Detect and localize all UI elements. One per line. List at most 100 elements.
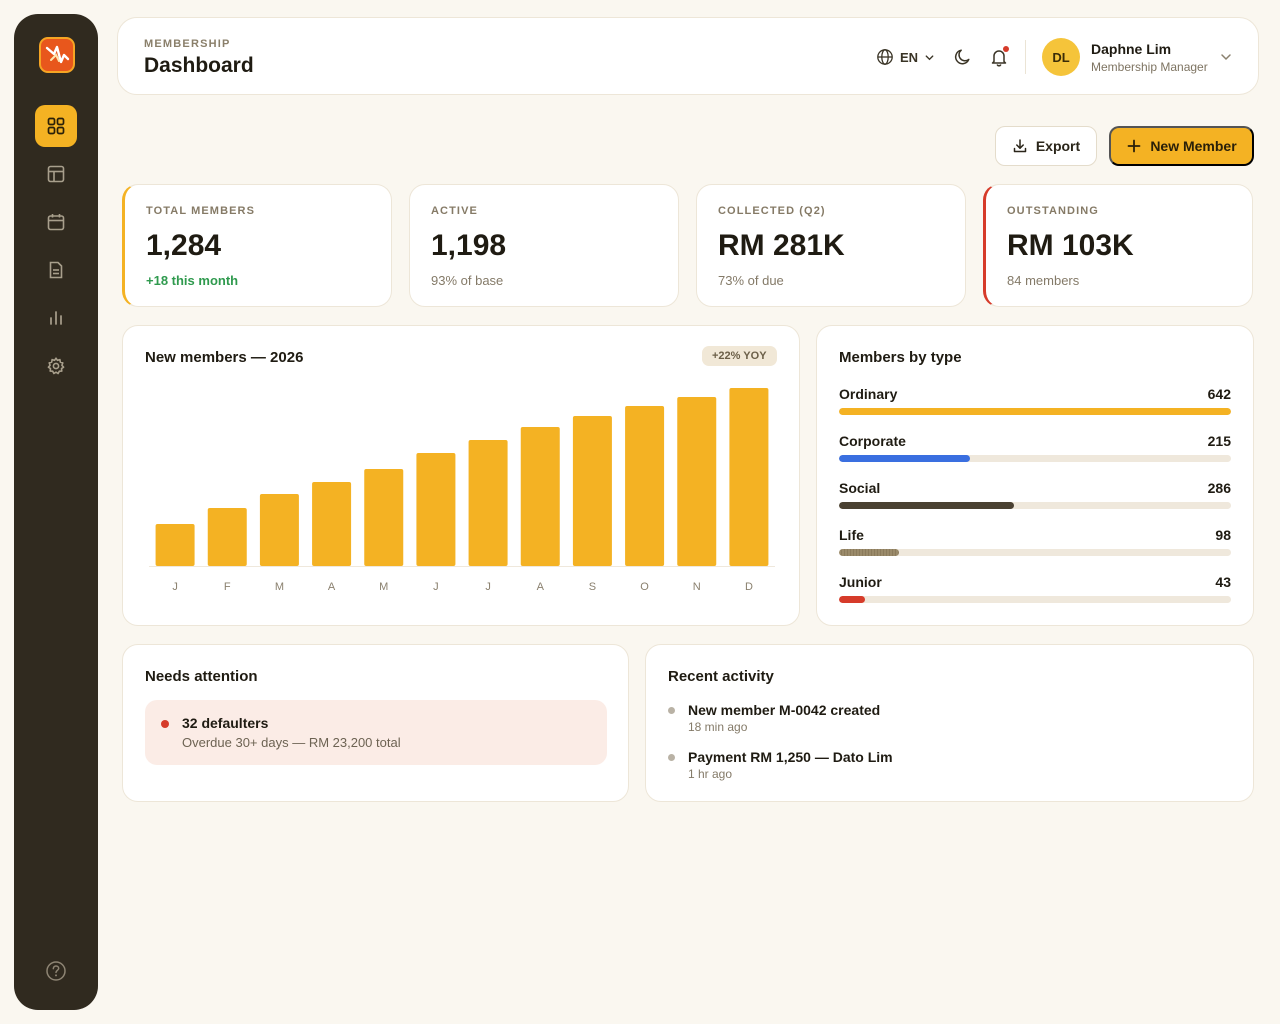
chart-x-tick-label: J [433, 581, 439, 593]
activity-title: New member M-0042 created [688, 702, 881, 718]
needs-attention-panel: Needs attention 32 defaulters Overdue 30… [122, 644, 629, 802]
sidebar-item-settings[interactable] [35, 345, 77, 387]
chart-x-tick-label: J [485, 581, 491, 593]
bar-chart-icon [50, 311, 62, 325]
recent-activity-panel: Recent activity New member M-0042 create… [645, 644, 1254, 802]
type-row: Corporate 215 [839, 433, 1231, 473]
sidebar-item-events[interactable] [35, 201, 77, 243]
moon-icon[interactable] [953, 47, 973, 67]
chart-bar[interactable] [729, 388, 769, 566]
top-header: MEMBERSHIP Dashboard EN DL Daphne Lim Me… [117, 17, 1259, 95]
user-name[interactable]: Daphne Lim [1091, 41, 1172, 57]
new-members-panel: New members — 2026 +22% YOY J F M A M J J A S O N D [122, 325, 800, 626]
chevron-down-icon [925, 54, 934, 60]
bell-icon[interactable] [989, 47, 1009, 67]
chart-x-tick-label: J [172, 581, 178, 593]
table-icon [47, 165, 65, 183]
sidebar [14, 14, 98, 1010]
defaulters-alert[interactable]: 32 defaulters Overdue 30+ days — RM 23,2… [145, 700, 607, 765]
document-icon [49, 261, 63, 279]
notification-dot [1003, 46, 1009, 52]
chart-bar[interactable] [364, 469, 404, 566]
sidebar-item-reports[interactable] [35, 297, 77, 339]
type-bar-track [839, 408, 1231, 415]
chart-x-tick-label: F [224, 581, 231, 593]
language-code: EN [900, 49, 919, 65]
type-count: 642 [1207, 386, 1231, 402]
logo-icon [45, 45, 70, 64]
activity-item[interactable]: New member M-0042 created 18 min ago [668, 702, 1228, 742]
activity-time: 18 min ago [688, 720, 748, 734]
type-count: 215 [1207, 433, 1231, 449]
user-menu-chevron-icon[interactable] [1218, 49, 1234, 65]
chart-bar[interactable] [416, 453, 456, 566]
type-row: Social 286 [839, 480, 1231, 520]
app-logo[interactable] [39, 37, 75, 73]
gear-icon [47, 357, 65, 375]
header-divider [1025, 40, 1026, 74]
sidebar-item-members[interactable] [35, 153, 77, 195]
help-circle-icon[interactable] [45, 960, 67, 982]
members-by-type-title: Members by type [839, 349, 962, 366]
download-icon [1013, 139, 1027, 153]
chart-bar[interactable] [520, 427, 560, 566]
activity-title: Payment RM 1,250 — Dato Lim [688, 749, 893, 765]
type-bar-fill [839, 455, 971, 462]
chart-bar[interactable] [677, 397, 717, 566]
chart-x-tick-label: M [275, 581, 284, 593]
avatar[interactable]: DL [1042, 38, 1080, 76]
chart-bar[interactable] [259, 494, 299, 566]
kpi-label: COLLECTED (Q2) [718, 205, 826, 217]
type-count: 286 [1207, 480, 1231, 496]
activity-item[interactable]: Payment RM 1,250 — Dato Lim 1 hr ago [668, 749, 1228, 789]
type-count: 98 [1215, 527, 1231, 543]
kpi-collected: COLLECTED (Q2) RM 281K 73% of due [696, 184, 966, 307]
calendar-icon [47, 214, 65, 231]
type-name: Social [839, 480, 881, 496]
kpi-sub: 84 members [1007, 273, 1080, 288]
plus-icon [1127, 139, 1141, 153]
language-selector[interactable]: EN [876, 48, 935, 66]
type-bar-fill [839, 596, 866, 603]
chart-x-tick-label: O [640, 581, 649, 593]
needs-attention-title: Needs attention [145, 668, 258, 685]
type-name: Junior [839, 574, 882, 590]
kpi-sub: +18 this month [146, 273, 239, 288]
alert-title: 32 defaulters [182, 715, 269, 731]
sidebar-item-dashboard[interactable] [35, 105, 77, 147]
kpi-value: 1,198 [431, 229, 507, 262]
dashboard-grid-icon [47, 117, 65, 135]
chart-x-tick-label: M [379, 581, 388, 593]
new-member-label: New Member [1150, 138, 1237, 154]
type-bar-fill [839, 408, 1231, 415]
type-row: Ordinary 642 [839, 386, 1231, 426]
chart-bar[interactable] [468, 440, 508, 566]
type-bar-track [839, 455, 1231, 462]
header-eyebrow: MEMBERSHIP [144, 38, 231, 50]
members-by-type-panel: Members by type Ordinary 642 Corporate 215 S… [816, 325, 1254, 626]
sidebar-item-documents[interactable] [35, 249, 77, 291]
type-row: Junior 43 [839, 574, 1231, 614]
chart-bar[interactable] [572, 416, 612, 566]
new-member-button[interactable]: New Member [1109, 126, 1254, 166]
export-label: Export [1035, 138, 1081, 154]
chart-x-tick-label: A [537, 581, 545, 593]
activity-dot [668, 754, 675, 761]
yoy-badge: +22% YOY [702, 346, 777, 366]
kpi-sub: 93% of base [431, 273, 504, 288]
chart-bar[interactable] [625, 406, 665, 566]
activity-dot [668, 707, 675, 714]
chart-bar[interactable] [207, 508, 247, 566]
chart-x-tick-label: S [589, 581, 596, 593]
user-role: Membership Manager [1091, 60, 1208, 74]
alert-dot [161, 720, 169, 728]
export-button[interactable]: Export [995, 126, 1097, 166]
chart-bar[interactable] [312, 482, 352, 566]
kpi-label: TOTAL MEMBERS [146, 205, 256, 217]
chart-bar[interactable] [155, 524, 195, 566]
kpi-label: OUTSTANDING [1007, 205, 1099, 217]
type-bar-track [839, 596, 1231, 603]
chart-x-tick-label: N [693, 581, 701, 593]
type-name: Life [839, 527, 864, 543]
